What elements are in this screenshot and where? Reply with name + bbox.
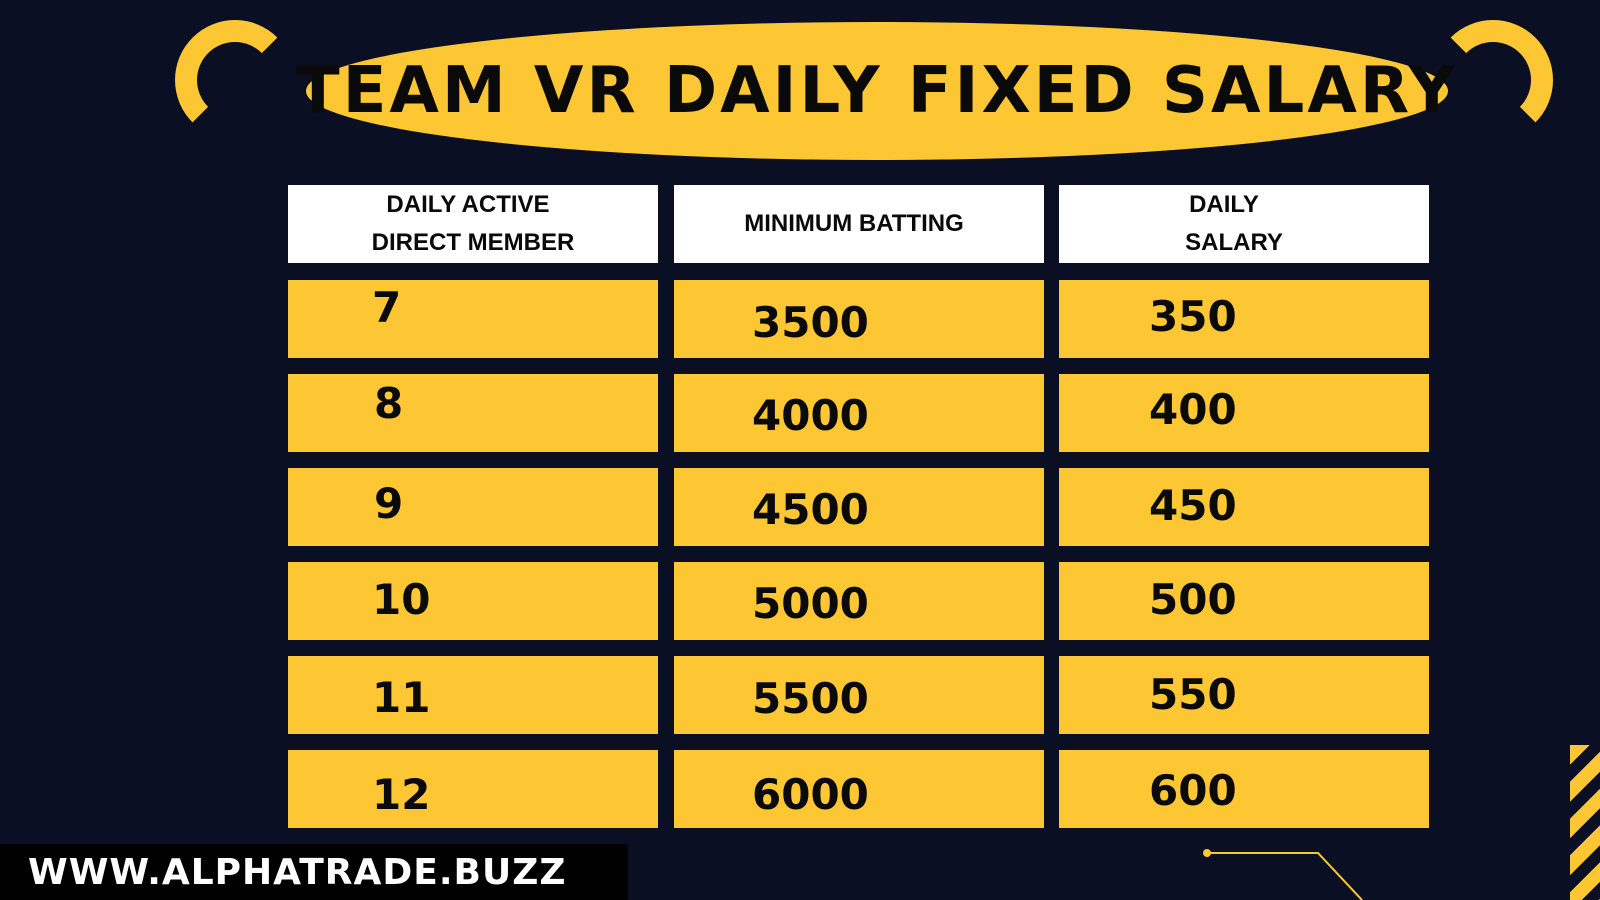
cell-value: 350 xyxy=(1149,292,1237,341)
cell-value: 450 xyxy=(1149,481,1237,530)
direct-member-cell: 9 xyxy=(288,468,658,546)
footer-bar: WWW.ALPHATRADE.BUZZ xyxy=(0,844,628,900)
header-line: DIRECT MEMBER xyxy=(371,229,575,256)
cell-value: 5000 xyxy=(752,579,869,628)
direct-member-cell: 12 xyxy=(288,750,658,828)
minimum-batting-cell: 6000 xyxy=(674,750,1044,828)
header-line: MINIMUM BATTING xyxy=(744,210,964,237)
cell-value: 10 xyxy=(372,575,431,624)
minimum-batting-cell: 5000 xyxy=(674,562,1044,640)
cell-value: 9 xyxy=(374,479,404,528)
daily-salary-cell: 400 xyxy=(1059,374,1429,452)
cell-value: 7 xyxy=(372,283,402,332)
direct-member-cell: 10 xyxy=(288,562,658,640)
minimum-batting-cell: 4000 xyxy=(674,374,1044,452)
hazard-stripes-decoration xyxy=(1570,745,1600,900)
cell-value: 11 xyxy=(372,673,431,722)
daily-salary-cell: 450 xyxy=(1059,468,1429,546)
daily-salary-cell: 550 xyxy=(1059,656,1429,734)
cell-value: 550 xyxy=(1149,670,1237,719)
daily-salary-cell: 600 xyxy=(1059,750,1429,828)
title-banner: TEAM VR DAILY FIXED SALARY xyxy=(296,22,1455,160)
cell-value: 500 xyxy=(1149,575,1237,624)
header-daily-active-direct-member: DAILY ACTIVE DIRECT MEMBER xyxy=(288,185,658,263)
header-line: DAILY ACTIVE xyxy=(386,191,550,218)
cell-value: 5500 xyxy=(752,674,869,723)
daily-salary-cell: 500 xyxy=(1059,562,1429,640)
cell-value: 3500 xyxy=(752,298,869,347)
header-minimum-batting: MINIMUM BATTING xyxy=(674,185,1044,263)
cell-value: 8 xyxy=(374,379,404,428)
cell-value: 4500 xyxy=(752,485,869,534)
header-line: DAILY xyxy=(1189,191,1259,218)
cell-value: 12 xyxy=(372,770,431,819)
direct-member-cell: 8 xyxy=(288,374,658,452)
page-title: TEAM VR DAILY FIXED SALARY xyxy=(296,54,1458,128)
minimum-batting-cell: 3500 xyxy=(674,280,1044,358)
daily-salary-cell: 350 xyxy=(1059,280,1429,358)
cell-value: 6000 xyxy=(752,770,869,819)
header-daily-salary: DAILY SALARY xyxy=(1059,185,1429,263)
direct-member-cell: 11 xyxy=(288,656,658,734)
minimum-batting-cell: 5500 xyxy=(674,656,1044,734)
cell-value: 400 xyxy=(1149,385,1237,434)
header-line: SALARY xyxy=(1185,229,1283,256)
minimum-batting-cell: 4500 xyxy=(674,468,1044,546)
cell-value: 600 xyxy=(1149,766,1237,815)
direct-member-cell: 7 xyxy=(288,280,658,358)
website-label: WWW.ALPHATRADE.BUZZ xyxy=(28,851,567,893)
cell-value: 4000 xyxy=(752,391,869,440)
left-arc-decoration xyxy=(175,20,295,140)
